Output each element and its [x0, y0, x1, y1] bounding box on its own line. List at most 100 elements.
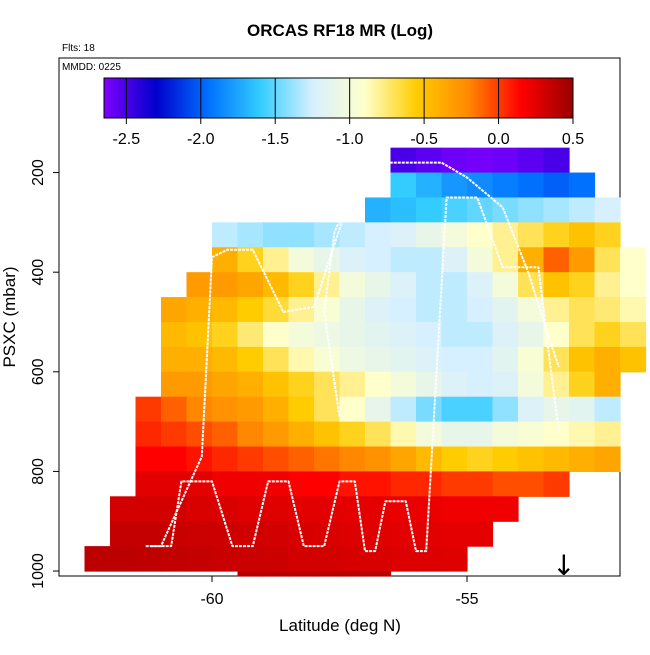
heatmap-cell	[365, 321, 392, 348]
heatmap-cell	[365, 346, 392, 373]
heatmap-cell	[314, 571, 341, 577]
heatmap-cell	[314, 421, 341, 448]
heatmap-cell	[467, 496, 494, 522]
heatmap-cell	[288, 371, 315, 398]
heatmap-cell	[518, 396, 545, 423]
heatmap-cell	[186, 496, 213, 522]
heatmap-cell	[161, 346, 188, 373]
heatmap-cell	[263, 371, 290, 398]
heatmap-cell	[518, 172, 545, 199]
heatmap-cell	[390, 546, 417, 572]
heatmap-cell	[390, 272, 417, 298]
heatmap-cell	[237, 496, 264, 522]
heatmap-cell	[186, 272, 213, 298]
heatmap-cell	[365, 496, 392, 522]
heatmap-cell	[365, 446, 392, 473]
date-label: MMDD: 0225	[62, 62, 121, 73]
heatmap-cell	[339, 396, 366, 423]
heatmap-cell	[314, 496, 341, 522]
heatmap-cell	[365, 222, 392, 248]
y-tick-label: 200	[30, 159, 47, 186]
heatmap-cell	[212, 546, 239, 572]
y-axis: 200 400 600 800 1000	[30, 159, 59, 589]
heatmap-cell	[263, 321, 290, 348]
heatmap-cell	[416, 197, 443, 223]
heatmap-cell	[594, 346, 621, 373]
heatmap-cell	[339, 297, 366, 323]
heatmap-cell	[569, 446, 596, 473]
heatmap-cell	[492, 371, 519, 398]
heatmap-cell	[390, 147, 417, 174]
heatmap-cell	[237, 222, 264, 248]
heatmap-cell	[263, 396, 290, 423]
heatmap-cell	[135, 496, 162, 522]
heatmap-cell	[237, 371, 264, 398]
heatmap-cell	[263, 222, 290, 248]
heatmap-cell	[569, 247, 596, 273]
heatmap-cell	[594, 396, 621, 423]
heatmap-cell	[237, 321, 264, 348]
heatmap-cell	[518, 421, 545, 448]
heatmap-cell	[288, 471, 315, 497]
heatmap-cell	[288, 272, 315, 298]
heatmap-cell	[314, 346, 341, 373]
colorbar-ticks: -2.5 -2.0 -1.5 -1.0 -0.5 0.0 0.5	[113, 78, 584, 148]
heatmap-cell	[110, 496, 137, 522]
y-tick-label: 1000	[30, 553, 47, 589]
heatmap-cell	[492, 321, 519, 348]
heatmap-cell	[135, 546, 162, 572]
heatmap-cell	[288, 496, 315, 522]
heatmap-cell	[84, 546, 111, 572]
heatmap-cell	[492, 421, 519, 448]
heatmap-cell	[212, 446, 239, 473]
heatmap-cell	[492, 172, 519, 199]
heatmap-cell	[390, 346, 417, 373]
heatmap-cell	[416, 446, 443, 473]
heatmap-cell	[390, 496, 417, 522]
heatmap-cell	[263, 496, 290, 522]
heatmap-cell	[212, 496, 239, 522]
heatmap-cell	[441, 222, 468, 248]
heatmap-cell	[237, 546, 264, 572]
heatmap-cell	[390, 297, 417, 323]
heatmap-cell	[518, 446, 545, 473]
heatmap-cell	[594, 321, 621, 348]
heatmap-cell	[237, 421, 264, 448]
heatmap-cell	[467, 222, 494, 248]
heatmap-cell	[314, 247, 341, 273]
heatmap-cell	[212, 272, 239, 298]
heatmap-cell	[390, 247, 417, 273]
heatmap-cell	[288, 546, 315, 572]
heatmap-cell	[288, 346, 315, 373]
heatmap-cell	[467, 172, 494, 199]
heatmap-cell	[416, 546, 443, 572]
heatmap-cell	[620, 297, 647, 323]
heatmap-cell	[314, 471, 341, 497]
x-axis: -60 -55	[200, 576, 479, 608]
heatmap-cell	[288, 396, 315, 423]
heatmap-cell	[492, 272, 519, 298]
heatmap-cell	[365, 546, 392, 572]
heatmap-cell	[492, 346, 519, 373]
heatmap-cell	[569, 297, 596, 323]
flights-label: Flts: 18	[62, 43, 95, 54]
heatmap-cell	[594, 247, 621, 273]
heatmap-cell	[441, 421, 468, 448]
heatmap-cell	[543, 446, 570, 473]
heatmap-cell	[339, 471, 366, 497]
heatmap-cell	[390, 197, 417, 223]
heatmap-cell	[263, 247, 290, 273]
heatmap-cell	[492, 297, 519, 323]
heatmap-cell	[467, 147, 494, 174]
heatmap-cell	[569, 197, 596, 223]
x-axis-label: Latitude (deg N)	[279, 616, 401, 635]
heatmap-cell	[441, 396, 468, 423]
heatmap-cell	[543, 297, 570, 323]
heatmap-cell	[416, 521, 443, 547]
heatmap-cell	[365, 421, 392, 448]
heatmap-cell	[416, 396, 443, 423]
heatmap-cell	[288, 421, 315, 448]
heatmap-cell	[314, 371, 341, 398]
heatmap-cell	[416, 172, 443, 199]
